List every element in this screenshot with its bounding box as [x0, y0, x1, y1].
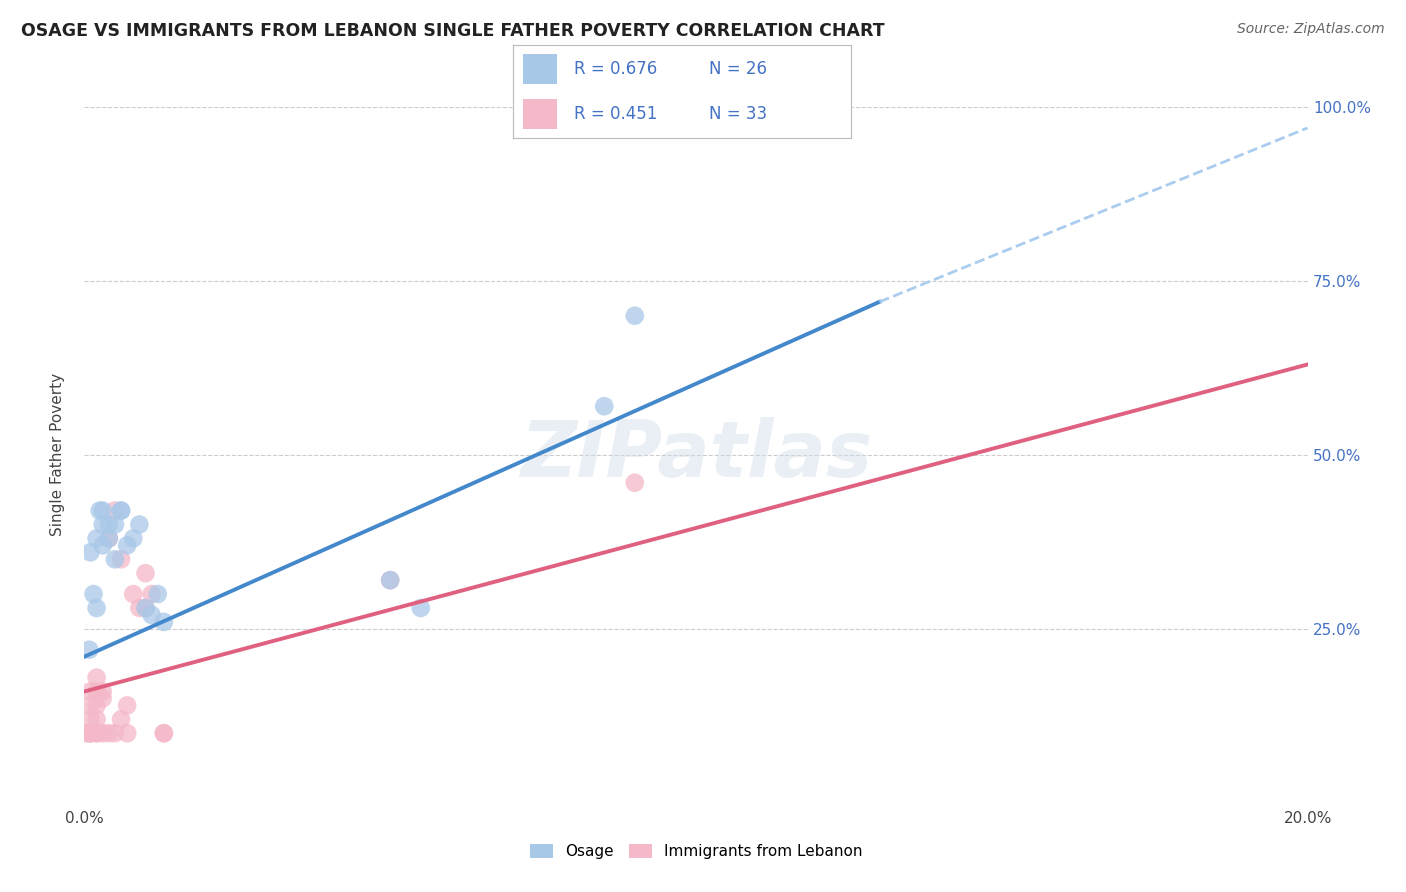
Point	[104, 503, 127, 517]
Point	[624, 309, 647, 323]
Point	[141, 607, 163, 622]
Point	[89, 503, 111, 517]
Point	[135, 601, 157, 615]
Point	[86, 671, 108, 685]
Point	[624, 475, 647, 490]
Point	[110, 552, 132, 566]
Text: R = 0.676: R = 0.676	[574, 60, 657, 78]
Point	[104, 517, 127, 532]
Point	[79, 726, 101, 740]
Point	[79, 712, 101, 726]
Point	[86, 726, 108, 740]
Point	[104, 552, 127, 566]
Point	[91, 691, 114, 706]
Point	[77, 642, 100, 657]
Text: OSAGE VS IMMIGRANTS FROM LEBANON SINGLE FATHER POVERTY CORRELATION CHART: OSAGE VS IMMIGRANTS FROM LEBANON SINGLE …	[21, 22, 884, 40]
Point	[86, 601, 108, 615]
Point	[409, 601, 432, 615]
Point	[91, 684, 114, 698]
Point	[79, 545, 101, 559]
Text: R = 0.451: R = 0.451	[574, 105, 657, 123]
Point	[135, 566, 157, 581]
Text: N = 26: N = 26	[709, 60, 766, 78]
Point	[91, 517, 114, 532]
Point	[77, 726, 100, 740]
Point	[135, 601, 157, 615]
Legend: Osage, Immigrants from Lebanon: Osage, Immigrants from Lebanon	[523, 838, 869, 865]
Point	[153, 615, 176, 629]
Point	[153, 726, 176, 740]
Point	[128, 601, 150, 615]
Point	[593, 399, 616, 413]
Text: ZIPatlas: ZIPatlas	[520, 417, 872, 493]
Point	[91, 538, 114, 552]
Point	[115, 698, 138, 713]
Bar	[523, 54, 557, 84]
Point	[110, 503, 132, 517]
Point	[122, 532, 145, 546]
Point	[115, 726, 138, 740]
Point	[97, 532, 120, 546]
Point	[83, 587, 105, 601]
Point	[97, 726, 120, 740]
Point	[115, 538, 138, 552]
Y-axis label: Single Father Poverty: Single Father Poverty	[51, 374, 65, 536]
Point	[110, 712, 132, 726]
Point	[91, 726, 114, 740]
Bar	[523, 99, 557, 129]
Point	[86, 532, 108, 546]
Point	[128, 517, 150, 532]
Point	[97, 517, 120, 532]
Point	[141, 587, 163, 601]
Point	[86, 712, 108, 726]
Point	[86, 726, 108, 740]
Point	[79, 684, 101, 698]
Point	[91, 503, 114, 517]
Point	[79, 726, 101, 740]
Point	[153, 726, 176, 740]
Point	[122, 587, 145, 601]
Text: Source: ZipAtlas.com: Source: ZipAtlas.com	[1237, 22, 1385, 37]
Point	[86, 684, 108, 698]
Point	[146, 587, 169, 601]
Point	[86, 698, 108, 713]
Point	[104, 726, 127, 740]
Text: N = 33: N = 33	[709, 105, 768, 123]
Point	[97, 532, 120, 546]
Point	[380, 573, 402, 587]
Point	[110, 503, 132, 517]
Point	[380, 573, 402, 587]
Point	[76, 726, 98, 740]
Point	[79, 698, 101, 713]
